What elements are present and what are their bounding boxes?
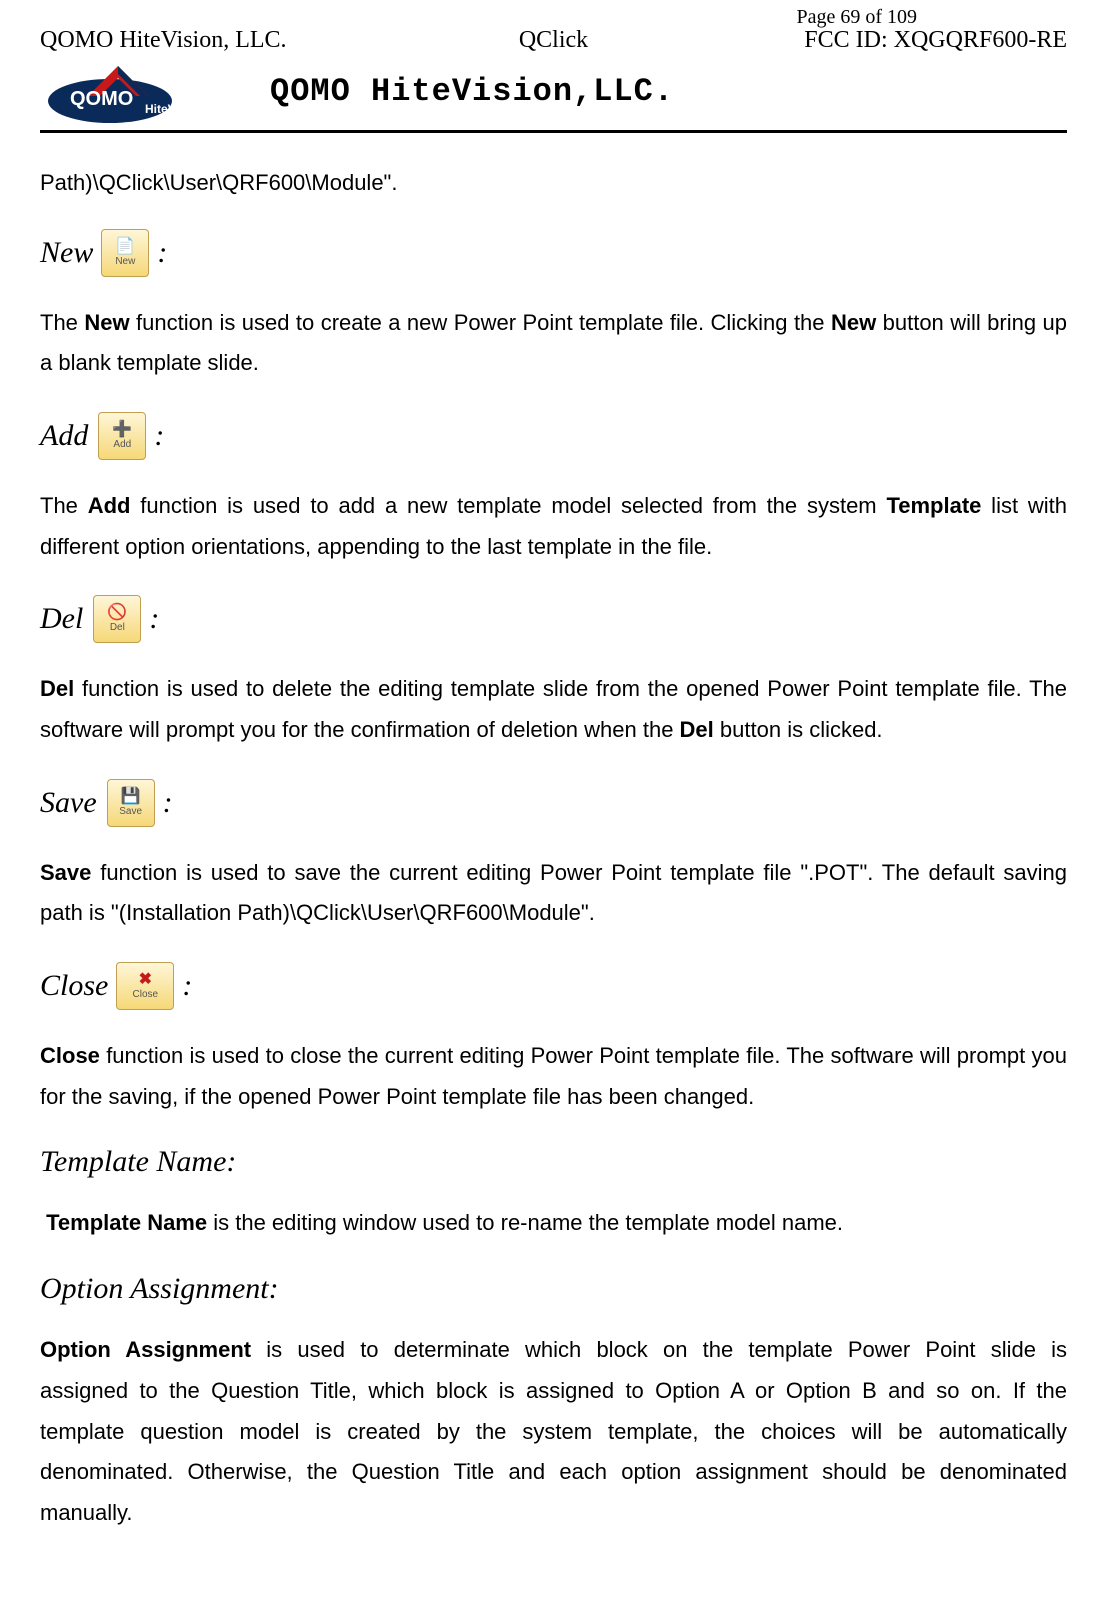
section-heading-del: Del 🚫 Del :: [40, 595, 1067, 643]
section-heading-template-name: Template Name:: [40, 1145, 1067, 1179]
icon-caption-save: Save: [119, 807, 142, 817]
bold-template-name: Template Name: [46, 1210, 207, 1235]
text: function is used to save the current edi…: [40, 860, 1067, 926]
colon: :: [149, 602, 159, 636]
icon-caption-del: Del: [110, 623, 125, 633]
bold-del-1: Del: [40, 676, 74, 701]
text: The: [40, 493, 88, 518]
bold-add-1: Add: [88, 493, 131, 518]
colon: :: [163, 786, 173, 820]
icon-caption-new: New: [115, 257, 135, 267]
text: button is clicked.: [714, 717, 883, 742]
label-template-name: Template Name:: [40, 1145, 236, 1178]
icon-caption-add: Add: [113, 440, 131, 450]
label-add: Add: [40, 419, 88, 453]
text: is used to determinate which block on th…: [40, 1337, 1067, 1525]
paragraph-add: The Add function is used to add a new te…: [40, 486, 1067, 567]
logo-row: QOMO HiteVision QOMO HiteVision,LLC.: [40, 58, 1067, 124]
bold-save: Save: [40, 860, 91, 885]
text: The: [40, 310, 84, 335]
plus-icon: ➕: [112, 422, 132, 438]
brand-title: QOMO HiteVision,LLC.: [270, 73, 674, 110]
header-product: QClick: [382, 27, 724, 54]
header-company: QOMO HiteVision, LLC.: [40, 27, 382, 54]
label-new: New: [40, 236, 93, 270]
text: function is used to add a new template m…: [130, 493, 886, 518]
document-page: Page 69 of 109 QOMO HiteVision, LLC. QCl…: [0, 0, 1107, 1602]
header-row: QOMO HiteVision, LLC. QClick FCC ID: XQG…: [40, 27, 1067, 54]
paragraph-save: Save function is used to save the curren…: [40, 853, 1067, 934]
prohibit-icon: 🚫: [107, 605, 127, 621]
floppy-icon: 💾: [121, 789, 141, 805]
colon: :: [157, 236, 167, 270]
icon-caption-close: Close: [133, 990, 159, 1000]
page-number: Page 69 of 109: [40, 0, 1067, 29]
svg-text:HiteVision: HiteVision: [145, 102, 203, 116]
del-button-icon: 🚫 Del: [93, 595, 141, 643]
text: is the editing window used to re-name th…: [207, 1210, 843, 1235]
new-button-icon: 📄 New: [101, 229, 149, 277]
bold-new-2: New: [831, 310, 876, 335]
paragraph-option-assignment: Option Assignment is used to determinate…: [40, 1330, 1067, 1533]
section-heading-add: Add ➕ Add :: [40, 412, 1067, 460]
svg-text:QOMO: QOMO: [70, 88, 133, 110]
section-heading-option-assignment: Option Assignment:: [40, 1272, 1067, 1306]
label-option-assignment: Option Assignment:: [40, 1272, 279, 1305]
label-del: Del: [40, 602, 83, 636]
header-fcc-id: FCC ID: XQGQRF600-RE: [725, 27, 1067, 54]
save-button-icon: 💾 Save: [107, 779, 155, 827]
paragraph-del: Del function is used to delete the editi…: [40, 669, 1067, 750]
text: function is used to close the current ed…: [40, 1043, 1067, 1109]
add-button-icon: ➕ Add: [98, 412, 146, 460]
section-heading-new: New 📄 New :: [40, 229, 1067, 277]
bold-close: Close: [40, 1043, 100, 1068]
close-button-icon: ✖ Close: [116, 962, 174, 1010]
close-x-icon: ✖: [139, 972, 152, 988]
label-save: Save: [40, 786, 97, 820]
colon: :: [182, 969, 192, 1003]
header-divider: [40, 130, 1067, 133]
paragraph-template-name: Template Name is the editing window used…: [40, 1203, 1067, 1244]
bold-template: Template: [886, 493, 981, 518]
paragraph-close: Close function is used to close the curr…: [40, 1036, 1067, 1117]
colon: :: [154, 419, 164, 453]
text: function is used to create a new Power P…: [130, 310, 831, 335]
continuation-fragment: Path)\QClick\User\QRF600\Module".: [40, 163, 1067, 203]
bold-new-1: New: [84, 310, 129, 335]
qomo-logo-icon: QOMO HiteVision: [40, 58, 230, 124]
section-heading-save: Save 💾 Save :: [40, 779, 1067, 827]
paragraph-new: The New function is used to create a new…: [40, 303, 1067, 384]
page-icon: 📄: [115, 239, 135, 255]
label-close: Close: [40, 969, 108, 1003]
text: function is used to delete the editing t…: [40, 676, 1067, 742]
bold-option-assignment: Option Assignment: [40, 1337, 251, 1362]
bold-del-2: Del: [680, 717, 714, 742]
section-heading-close: Close ✖ Close :: [40, 962, 1067, 1010]
